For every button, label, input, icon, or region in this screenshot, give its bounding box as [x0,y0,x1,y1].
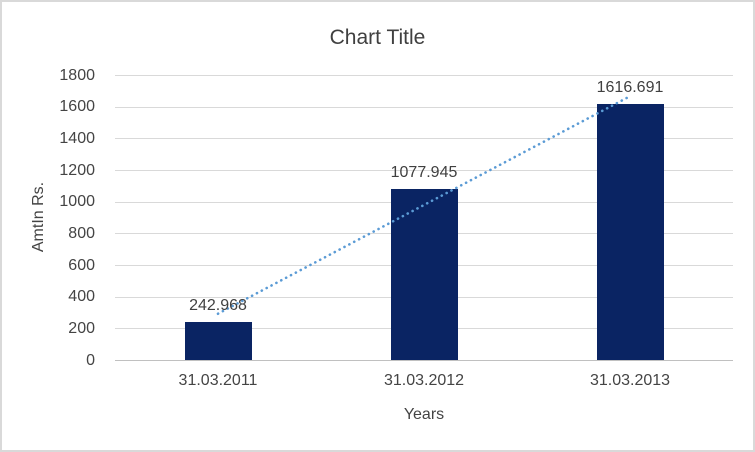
x-axis-title: Years [403,406,445,423]
y-tick-label: 600 [68,256,95,274]
y-tick-label: 1800 [59,66,95,84]
x-category-label: 31.03.2013 [589,372,671,389]
gridline [115,75,733,76]
y-tick-label: 1400 [59,129,95,147]
bar [390,189,458,360]
bar [184,321,252,360]
x-axis-line [115,360,733,361]
y-tick-label: 1200 [59,161,95,179]
y-tick-label: 0 [86,351,95,369]
bar-data-label: 242.968 [189,296,247,314]
y-tick-label: 1000 [59,193,95,211]
bar [596,104,664,360]
chart-title: Chart Title [329,26,426,49]
y-tick-label: 200 [68,319,95,337]
y-tick-label: 1600 [59,98,95,116]
bar-data-label: 1616.691 [596,79,664,97]
x-category-label: 31.03.2012 [383,372,465,389]
x-category-label: 31.03.2011 [178,372,258,389]
bar-data-label: 1077.945 [390,164,458,182]
y-tick-label: 800 [68,224,95,242]
y-tick-label: 400 [68,288,95,306]
